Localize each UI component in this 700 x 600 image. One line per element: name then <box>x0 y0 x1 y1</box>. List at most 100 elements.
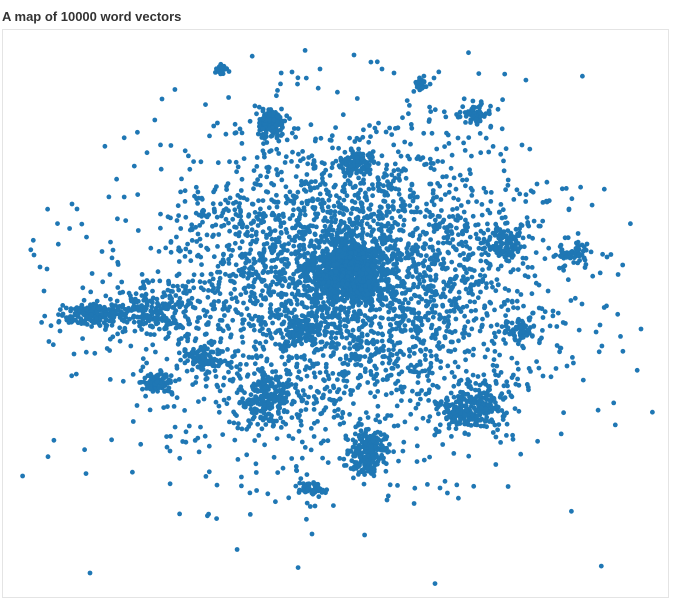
data-point[interactable] <box>165 334 171 340</box>
data-point[interactable] <box>467 266 472 272</box>
data-point[interactable] <box>265 189 271 195</box>
data-point[interactable] <box>341 420 347 426</box>
data-point[interactable] <box>407 398 413 404</box>
data-point[interactable] <box>462 313 467 319</box>
data-point[interactable] <box>260 126 266 131</box>
data-point[interactable] <box>217 388 223 394</box>
data-point[interactable] <box>336 145 341 151</box>
data-point[interactable] <box>466 332 472 338</box>
data-point[interactable] <box>290 436 296 441</box>
data-point[interactable] <box>141 321 146 327</box>
data-point[interactable] <box>78 316 84 322</box>
data-point[interactable] <box>117 325 123 331</box>
data-point[interactable] <box>279 301 285 307</box>
data-point[interactable] <box>82 447 87 453</box>
data-point[interactable] <box>263 130 269 136</box>
data-point[interactable] <box>517 191 523 197</box>
data-point[interactable] <box>429 244 435 250</box>
data-point[interactable] <box>502 71 508 77</box>
data-point[interactable] <box>128 343 134 349</box>
data-point[interactable] <box>280 267 286 272</box>
data-point[interactable] <box>350 327 356 333</box>
data-point[interactable] <box>333 182 338 188</box>
data-point[interactable] <box>347 412 352 417</box>
data-point[interactable] <box>615 272 621 277</box>
data-point[interactable] <box>135 129 140 135</box>
data-point[interactable] <box>282 242 287 248</box>
data-point[interactable] <box>298 376 304 382</box>
data-point[interactable] <box>168 373 174 379</box>
data-point[interactable] <box>332 209 338 215</box>
data-point[interactable] <box>358 354 364 359</box>
data-point[interactable] <box>356 276 362 282</box>
data-point[interactable] <box>398 320 404 325</box>
data-point[interactable] <box>329 242 334 247</box>
data-point[interactable] <box>275 252 281 258</box>
data-point[interactable] <box>115 285 121 290</box>
data-point[interactable] <box>493 334 498 340</box>
data-point[interactable] <box>580 377 586 383</box>
data-point[interactable] <box>566 207 572 213</box>
data-point[interactable] <box>415 401 421 407</box>
data-point[interactable] <box>357 208 363 214</box>
data-point[interactable] <box>345 281 350 287</box>
data-point[interactable] <box>69 314 75 320</box>
data-point[interactable] <box>353 362 358 368</box>
data-point[interactable] <box>357 454 363 460</box>
data-point[interactable] <box>189 238 195 243</box>
data-point[interactable] <box>308 447 314 453</box>
data-point[interactable] <box>391 142 397 148</box>
data-point[interactable] <box>416 337 422 342</box>
data-point[interactable] <box>340 297 346 303</box>
data-point[interactable] <box>515 267 521 272</box>
data-point[interactable] <box>403 175 409 181</box>
data-point[interactable] <box>300 156 306 162</box>
data-point[interactable] <box>341 317 347 323</box>
data-point[interactable] <box>438 197 444 202</box>
data-point[interactable] <box>263 322 268 327</box>
data-point[interactable] <box>518 292 524 297</box>
data-point[interactable] <box>387 322 393 327</box>
data-point[interactable] <box>226 261 232 266</box>
data-point[interactable] <box>110 247 116 253</box>
data-point[interactable] <box>411 209 417 215</box>
data-point[interactable] <box>408 141 413 147</box>
data-point[interactable] <box>337 396 342 402</box>
data-point[interactable] <box>354 460 359 465</box>
data-point[interactable] <box>60 303 66 308</box>
data-point[interactable] <box>479 279 485 285</box>
data-point[interactable] <box>302 48 308 53</box>
data-point[interactable] <box>331 321 337 327</box>
data-point[interactable] <box>386 258 392 264</box>
data-point[interactable] <box>423 161 429 167</box>
data-point[interactable] <box>251 279 257 285</box>
data-point[interactable] <box>470 292 475 297</box>
data-point[interactable] <box>267 306 273 312</box>
data-point[interactable] <box>326 227 332 233</box>
data-point[interactable] <box>130 372 136 377</box>
data-point[interactable] <box>295 301 300 307</box>
data-point[interactable] <box>494 277 500 282</box>
data-point[interactable] <box>150 300 155 306</box>
data-point[interactable] <box>178 248 184 254</box>
data-point[interactable] <box>353 357 359 362</box>
data-point[interactable] <box>103 317 109 323</box>
data-point[interactable] <box>158 142 163 148</box>
data-point[interactable] <box>45 454 51 460</box>
data-point[interactable] <box>345 274 350 279</box>
data-point[interactable] <box>469 153 474 159</box>
data-point[interactable] <box>429 130 435 136</box>
data-point[interactable] <box>498 151 504 157</box>
data-point[interactable] <box>401 222 406 228</box>
data-point[interactable] <box>168 143 174 148</box>
data-point[interactable] <box>323 319 328 325</box>
data-point[interactable] <box>313 396 319 402</box>
data-point[interactable] <box>545 288 551 294</box>
data-point[interactable] <box>163 305 169 311</box>
data-point[interactable] <box>500 97 505 103</box>
data-point[interactable] <box>391 168 397 174</box>
data-point[interactable] <box>267 149 272 154</box>
data-point[interactable] <box>244 362 249 367</box>
data-point[interactable] <box>416 300 421 305</box>
data-point[interactable] <box>429 353 434 359</box>
